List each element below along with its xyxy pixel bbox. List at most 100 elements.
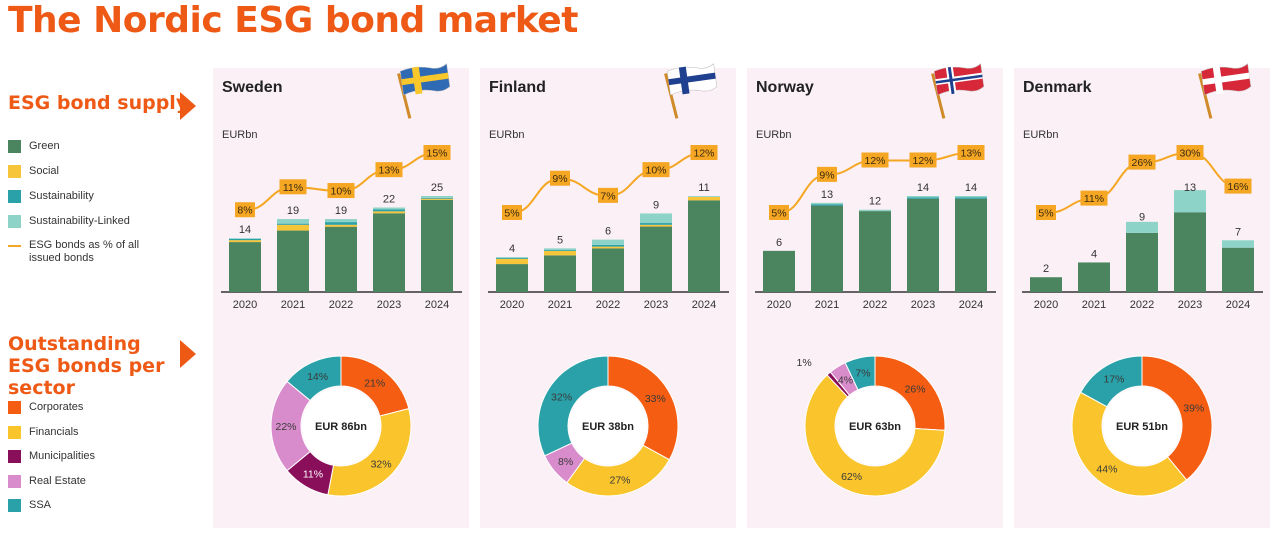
panel-denmark: Denmark EURbn 2 2020 4 2021 9 2022 13 2023 7 2024 5%… <box>1014 63 1270 528</box>
share-label-box <box>502 205 522 220</box>
x-tick-label: 2022 <box>596 299 620 311</box>
legend-label: Green <box>29 140 60 152</box>
share-label-box <box>957 145 985 160</box>
bar-segment-sustainability-linked <box>325 219 357 223</box>
share-label: 12% <box>864 155 885 167</box>
share-label: 15% <box>426 148 447 160</box>
donut-slice-label: 39% <box>1183 402 1204 414</box>
donut-slice-label: 7% <box>855 367 870 379</box>
bar-segment-sustainability-linked <box>640 213 672 224</box>
bar-segment-green <box>496 264 528 292</box>
share-label: 13% <box>378 165 399 177</box>
x-tick-label: 2020 <box>767 299 791 311</box>
bar-segment-green <box>688 200 720 292</box>
flagpole <box>1198 73 1213 119</box>
share-label: 5% <box>771 208 786 220</box>
supply-legend-item-esg-bonds-as-of-all-issued-bonds: ESG bonds as % of all issued bonds <box>8 239 149 265</box>
bar-segment-social <box>373 211 405 214</box>
bar-segment-sustainability <box>955 197 987 199</box>
donut-slice-label: 44% <box>1096 463 1117 475</box>
x-tick-label: 2020 <box>500 299 524 311</box>
donut-slice-label: 27% <box>609 475 630 487</box>
legend-label: Municipalities <box>29 450 96 462</box>
donut-slice-label: 8% <box>558 456 573 468</box>
bar-segment-sustainability-linked <box>811 202 843 205</box>
bar-segment-sustainability <box>229 239 261 241</box>
donut-slice-financials <box>1071 391 1188 497</box>
sector-section-title: Outstanding ESG bonds per sector <box>8 333 165 399</box>
share-label-box <box>1176 145 1204 160</box>
sector-legend-item-financials: Financials <box>8 425 79 439</box>
bar-segment-green <box>1126 232 1158 292</box>
panel-sweden: Sweden EURbn 14 2020 19 2021 19 2022 22 2023 25 202… <box>213 63 469 528</box>
bar-segment-social <box>421 198 453 200</box>
donut-slice-ssa <box>537 355 609 457</box>
share-label: 9% <box>552 173 567 185</box>
share-label: 10% <box>330 186 351 198</box>
bar-segment-green <box>229 242 261 292</box>
bar-segment-green <box>1174 212 1206 292</box>
donut-slice-corporates <box>607 355 679 461</box>
bar-segment-green <box>907 198 939 292</box>
unit-label: EURbn <box>1023 129 1058 141</box>
donut-slice-label: 11% <box>303 468 323 480</box>
bar-total-label: 11 <box>698 182 709 194</box>
bar-total-label: 19 <box>287 205 299 217</box>
panel-finland: Finland EURbn 4 2020 5 2021 6 2022 9 2023 11 2024 5%… <box>480 63 736 528</box>
denmark-charts: Denmark EURbn 2 2020 4 2021 9 2022 13 2023 7 2024 5%… <box>1022 63 1263 497</box>
donut-hole <box>1103 387 1181 465</box>
unit-label: EURbn <box>756 129 791 141</box>
bar-total-label: 5 <box>557 234 563 246</box>
bar-total-label: 14 <box>917 182 929 194</box>
share-label: 5% <box>504 208 519 220</box>
bar-total-label: 9 <box>1139 212 1145 224</box>
legend-label: Financials <box>29 425 79 438</box>
legend-label: Social <box>29 165 59 177</box>
flagpole <box>397 73 412 119</box>
bar-segment-green <box>811 205 843 292</box>
finland-charts: Finland EURbn 4 2020 5 2021 6 2022 9 2023 11 2024 5%… <box>488 63 729 497</box>
share-label-box <box>1036 205 1056 220</box>
x-tick-label: 2024 <box>425 299 449 311</box>
x-tick-label: 2024 <box>1226 299 1250 311</box>
sector-legend-item-municipalities: Municipalities <box>8 450 95 463</box>
bar-segment-sustainability <box>544 250 576 251</box>
bar-segment-green <box>544 255 576 292</box>
donut-slice-corporates <box>1141 355 1213 481</box>
x-tick-label: 2021 <box>548 299 572 311</box>
x-tick-label: 2024 <box>959 299 983 311</box>
flag-inner-horizontal <box>935 74 983 84</box>
bar-segment-green <box>1030 277 1062 292</box>
donut-slice-label: 17% <box>1103 374 1124 386</box>
x-tick-label: 2023 <box>644 299 668 311</box>
x-tick-label: 2023 <box>1178 299 1202 311</box>
donut-slice-label: 33% <box>645 393 666 405</box>
share-label: 10% <box>645 165 666 177</box>
sector-legend-item-real-estate: Real Estate <box>8 474 86 488</box>
legend-swatch <box>8 190 21 203</box>
donut-slice-ssa <box>1079 355 1143 408</box>
share-label: 11% <box>1084 193 1104 205</box>
bar-segment-green <box>592 248 624 292</box>
bar-segment-sustainability-linked <box>544 248 576 251</box>
share-label-box <box>909 152 937 168</box>
denmark-flag-icon <box>1198 63 1252 119</box>
norway-charts: Norway EURbn 6 2020 13 2021 12 2022 14 2023 14 2024… <box>755 63 996 497</box>
bar-total-label: 4 <box>509 243 515 255</box>
donut-slice-label: 4% <box>838 375 853 387</box>
share-label: 5% <box>1038 208 1053 220</box>
share-label: 12% <box>693 148 714 160</box>
share-label: 30% <box>1179 148 1200 160</box>
share-label: 8% <box>237 205 252 217</box>
bar-segment-sustainability <box>811 204 843 206</box>
sweden-flag-icon <box>397 63 451 119</box>
bar-total-label: 14 <box>965 182 977 194</box>
x-tick-label: 2021 <box>1082 299 1106 311</box>
sweden-charts: Sweden EURbn 14 2020 19 2021 19 2022 22 2023 25 202… <box>221 63 462 497</box>
unit-label: EURbn <box>489 129 524 141</box>
x-tick-label: 2023 <box>911 299 935 311</box>
legend-label: Real Estate <box>29 474 86 487</box>
bar-segment-sustainability-linked <box>592 239 624 245</box>
share-label-box <box>1224 178 1252 194</box>
x-tick-label: 2023 <box>377 299 401 311</box>
